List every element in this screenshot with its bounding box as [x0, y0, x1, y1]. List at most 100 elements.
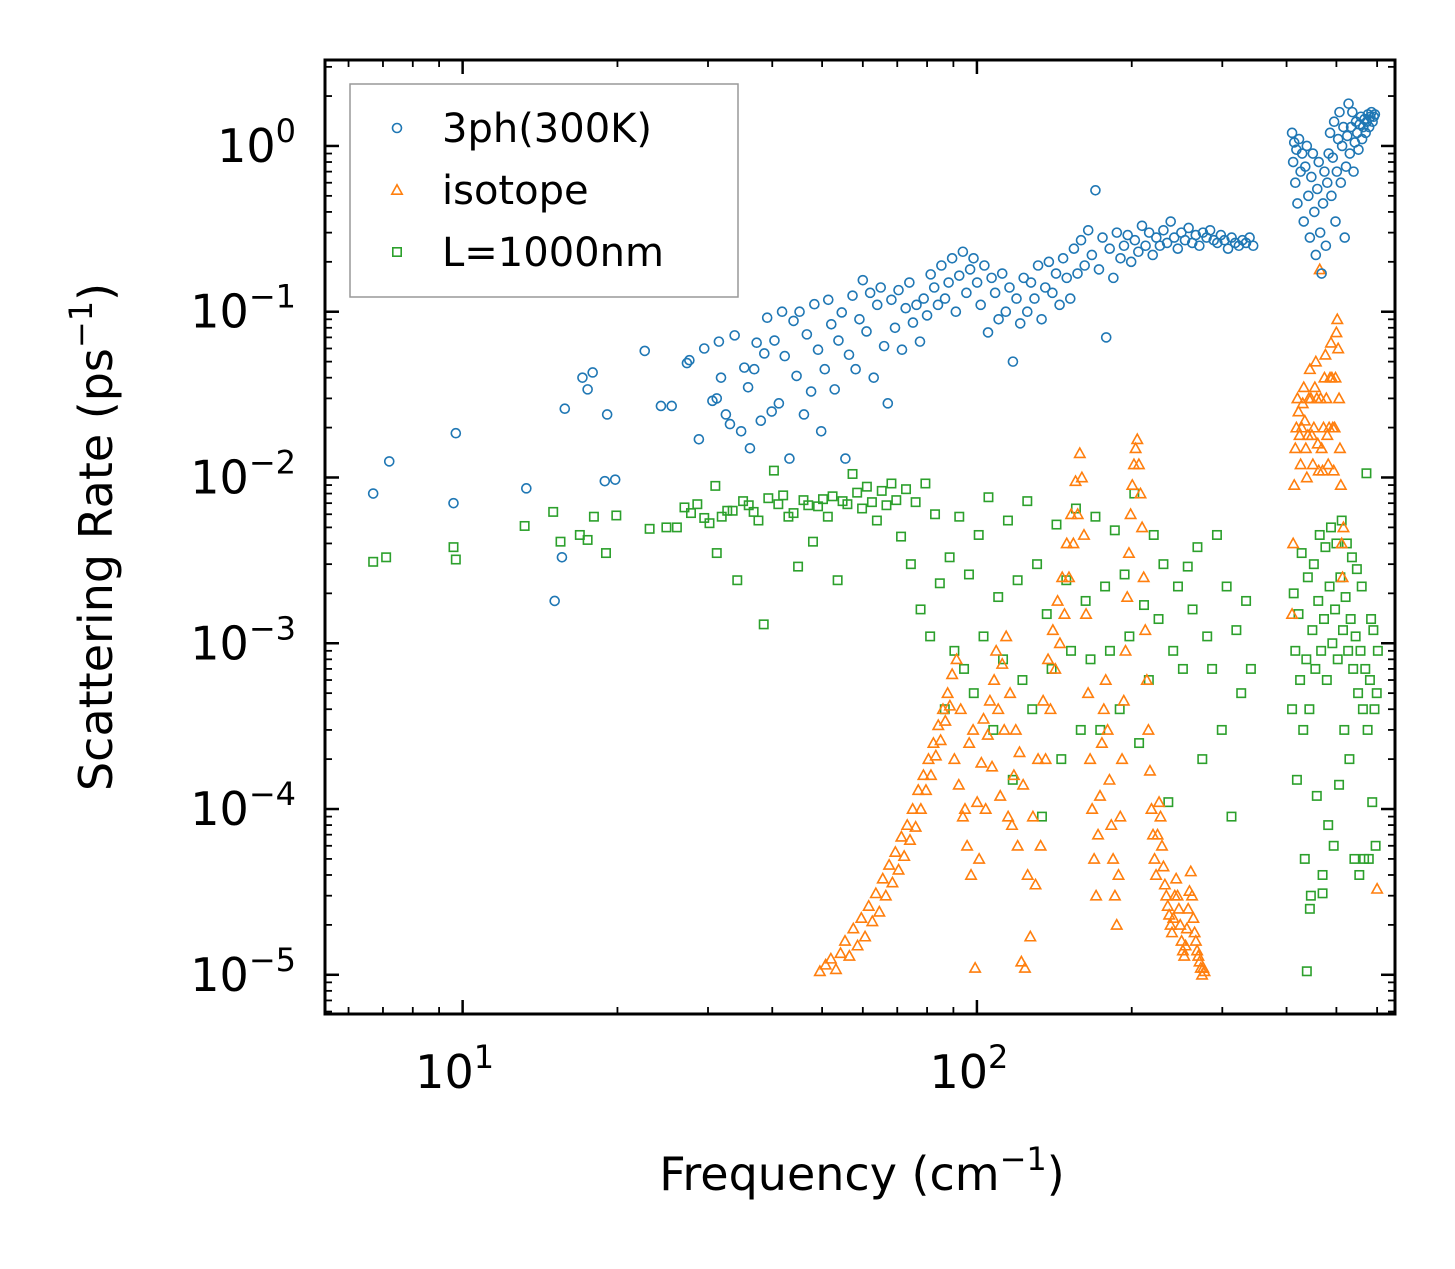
data-point — [599, 475, 611, 487]
data-point — [1172, 901, 1186, 914]
data-point — [1367, 797, 1378, 808]
y-tick-label: 10−3 — [190, 609, 296, 670]
data-point — [549, 595, 560, 607]
data-point — [1348, 166, 1359, 177]
data-point — [742, 381, 754, 393]
data-point — [1334, 478, 1348, 491]
data-point — [1009, 723, 1023, 735]
data-point — [1149, 868, 1163, 880]
data-point — [1086, 249, 1098, 261]
data-point — [1007, 356, 1019, 367]
data-point — [1341, 130, 1353, 142]
data-point — [1014, 954, 1028, 967]
data-point — [1334, 106, 1345, 118]
data-point — [1291, 404, 1306, 417]
data-point — [886, 478, 897, 489]
data-point — [1304, 704, 1315, 715]
data-point — [769, 335, 780, 346]
data-point — [930, 509, 941, 520]
data-point — [1111, 868, 1126, 880]
data-point — [840, 453, 851, 464]
data-point — [1298, 413, 1312, 426]
data-point — [987, 673, 1001, 685]
data-point — [1129, 441, 1143, 454]
data-point — [829, 384, 840, 395]
data-point — [953, 270, 965, 281]
data-point — [857, 503, 868, 514]
data-point — [1079, 607, 1093, 620]
data-point — [954, 511, 965, 522]
data-point — [661, 522, 672, 533]
data-point — [784, 453, 795, 464]
data-point — [1348, 663, 1359, 674]
data-point — [1296, 148, 1308, 159]
data-point — [1333, 441, 1347, 454]
data-point — [941, 686, 955, 699]
data-point — [882, 398, 894, 409]
data-point — [1339, 232, 1351, 243]
data-point — [1163, 797, 1174, 808]
data-point — [1317, 198, 1329, 209]
data-point — [939, 293, 951, 304]
data-point — [1161, 237, 1173, 249]
data-point — [847, 290, 858, 301]
data-point — [1327, 152, 1339, 163]
data-point — [893, 284, 904, 296]
data-point — [715, 372, 727, 383]
data-point — [919, 783, 933, 796]
data-point — [968, 961, 982, 973]
data-point — [997, 723, 1011, 735]
data-point — [1307, 420, 1321, 433]
data-point — [685, 508, 696, 519]
data-point — [1338, 625, 1349, 636]
data-point — [1043, 702, 1058, 715]
data-point — [1001, 809, 1015, 822]
data-point — [1138, 623, 1152, 636]
data-point — [857, 274, 869, 286]
data-point — [833, 335, 844, 346]
data-point — [1336, 140, 1348, 152]
data-point — [1104, 818, 1118, 831]
data-point — [1323, 820, 1334, 831]
data-point — [1085, 802, 1099, 814]
data-point — [1135, 520, 1149, 533]
data-point — [947, 752, 961, 765]
data-point — [1372, 645, 1383, 656]
data-point — [1118, 240, 1130, 252]
data-point — [1340, 592, 1351, 603]
data-point — [1064, 507, 1078, 520]
data-point — [973, 529, 984, 540]
data-point — [1189, 934, 1203, 946]
data-point — [801, 329, 813, 340]
series-3ph-300k- — [367, 98, 1381, 607]
data-point — [693, 433, 705, 445]
data-point — [1349, 853, 1360, 864]
data-point — [1039, 282, 1051, 293]
plot-frame — [323, 58, 1397, 1016]
data-point — [1111, 227, 1123, 238]
data-point — [1347, 106, 1358, 118]
data-point — [1072, 268, 1083, 279]
data-point — [824, 951, 838, 964]
data-point — [866, 497, 877, 508]
data-point — [1133, 486, 1148, 499]
data-point — [1132, 457, 1146, 470]
data-point — [519, 520, 530, 531]
data-point — [1346, 552, 1357, 563]
data-point — [698, 343, 710, 354]
data-point — [1313, 156, 1325, 168]
data-point — [1100, 581, 1111, 592]
data-point — [915, 604, 926, 615]
data-point — [655, 400, 667, 412]
data-point — [1124, 631, 1135, 642]
x-tick-label: 102 — [929, 1038, 1008, 1099]
data-point — [979, 260, 990, 271]
data-point — [1147, 852, 1162, 864]
data-point — [793, 561, 804, 572]
data-point — [936, 260, 947, 271]
data-point — [778, 490, 789, 501]
data-point — [1140, 673, 1154, 685]
data-point — [1330, 604, 1341, 615]
data-point — [889, 322, 901, 334]
data-point — [1053, 636, 1067, 649]
